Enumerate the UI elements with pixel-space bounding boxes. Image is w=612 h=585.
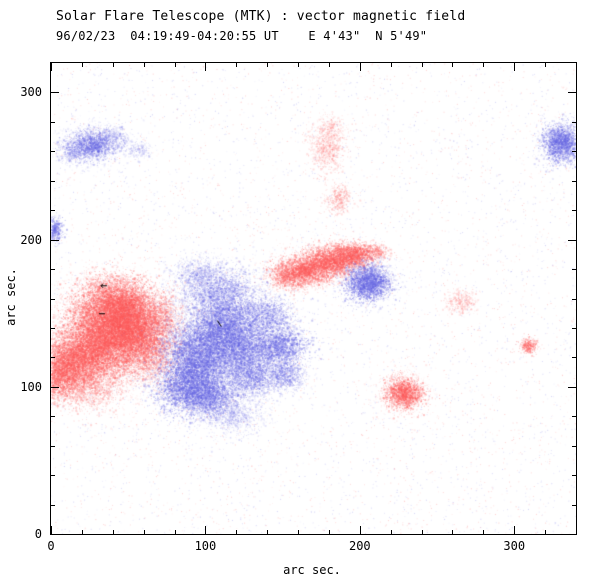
y-tick-label: 300 <box>20 85 42 100</box>
x-major-tick <box>51 526 52 534</box>
y-tick-label: 100 <box>20 379 42 394</box>
x-major-tick <box>514 63 516 71</box>
x-minor-tick <box>112 530 114 534</box>
x-minor-tick <box>174 530 176 534</box>
x-major-tick <box>359 63 361 71</box>
y-minor-tick <box>572 445 576 447</box>
x-minor-tick <box>545 63 547 67</box>
x-minor-tick <box>452 530 454 534</box>
y-minor-tick <box>51 475 55 477</box>
x-minor-tick <box>81 63 83 67</box>
plot-frame: 0 100 200 300 0 100 200 300 <box>20 62 577 552</box>
y-minor-tick <box>572 298 576 300</box>
y-minor-tick <box>572 121 576 123</box>
x-major-tick <box>359 526 361 534</box>
x-minor-tick <box>143 530 145 534</box>
x-minor-tick <box>267 63 269 67</box>
y-major-tick <box>568 386 576 388</box>
y-axis-label: arc sec. <box>4 268 18 326</box>
x-tick-label: 100 <box>194 539 217 553</box>
y-minor-tick <box>572 327 576 329</box>
y-tick-label: 200 <box>20 232 42 247</box>
y-minor-tick <box>572 357 576 359</box>
y-major-tick <box>568 239 576 241</box>
y-minor-tick <box>572 210 576 212</box>
y-minor-tick <box>51 327 55 329</box>
y-tick-label: 0 <box>34 527 42 541</box>
x-minor-tick <box>421 63 423 67</box>
x-minor-tick <box>267 530 269 534</box>
plot-subtitle: 96/02/23 04:19:49-04:20:55 UT E 4'43" N … <box>56 29 428 43</box>
y-minor-tick <box>51 210 55 212</box>
y-minor-tick <box>51 180 55 182</box>
y-minor-tick <box>51 121 55 123</box>
y-minor-tick <box>51 504 55 506</box>
y-minor-tick <box>572 269 576 271</box>
magnetogram-canvas <box>51 63 576 534</box>
y-minor-tick <box>572 416 576 418</box>
x-minor-tick <box>174 63 176 67</box>
y-minor-tick <box>572 180 576 182</box>
x-tick-label: 200 <box>348 539 371 553</box>
y-minor-tick <box>51 357 55 359</box>
x-minor-tick <box>452 63 454 67</box>
y-minor-tick <box>51 269 55 271</box>
x-minor-tick <box>390 530 392 534</box>
x-minor-tick <box>483 530 485 534</box>
y-major-tick <box>51 534 59 535</box>
y-major-tick <box>51 386 59 388</box>
x-major-tick <box>205 63 207 71</box>
x-tick-label: 300 <box>503 539 526 553</box>
y-major-tick <box>568 534 576 535</box>
x-minor-tick <box>81 530 83 534</box>
x-minor-tick <box>390 63 392 67</box>
x-minor-tick <box>545 530 547 534</box>
y-minor-tick <box>51 151 55 153</box>
y-major-tick <box>51 92 59 94</box>
x-minor-tick <box>421 530 423 534</box>
x-minor-tick <box>112 63 114 67</box>
y-minor-tick <box>572 504 576 506</box>
x-minor-tick <box>236 63 238 67</box>
plot-title: Solar Flare Telescope (MTK) : vector mag… <box>56 9 466 24</box>
y-minor-tick <box>572 475 576 477</box>
y-minor-tick <box>51 416 55 418</box>
y-minor-tick <box>572 151 576 153</box>
x-minor-tick <box>298 63 300 67</box>
x-tick-label: 0 <box>47 539 55 553</box>
y-major-tick <box>568 92 576 94</box>
x-minor-tick <box>236 530 238 534</box>
x-major-tick <box>514 526 516 534</box>
x-axis-label: arc sec. <box>283 563 341 577</box>
x-major-tick <box>205 526 207 534</box>
x-minor-tick <box>143 63 145 67</box>
y-major-tick <box>51 239 59 241</box>
x-major-tick <box>51 63 52 71</box>
y-minor-tick <box>51 298 55 300</box>
x-minor-tick <box>298 530 300 534</box>
y-minor-tick <box>51 445 55 447</box>
x-minor-tick <box>483 63 485 67</box>
x-minor-tick <box>328 530 330 534</box>
x-minor-tick <box>328 63 330 67</box>
